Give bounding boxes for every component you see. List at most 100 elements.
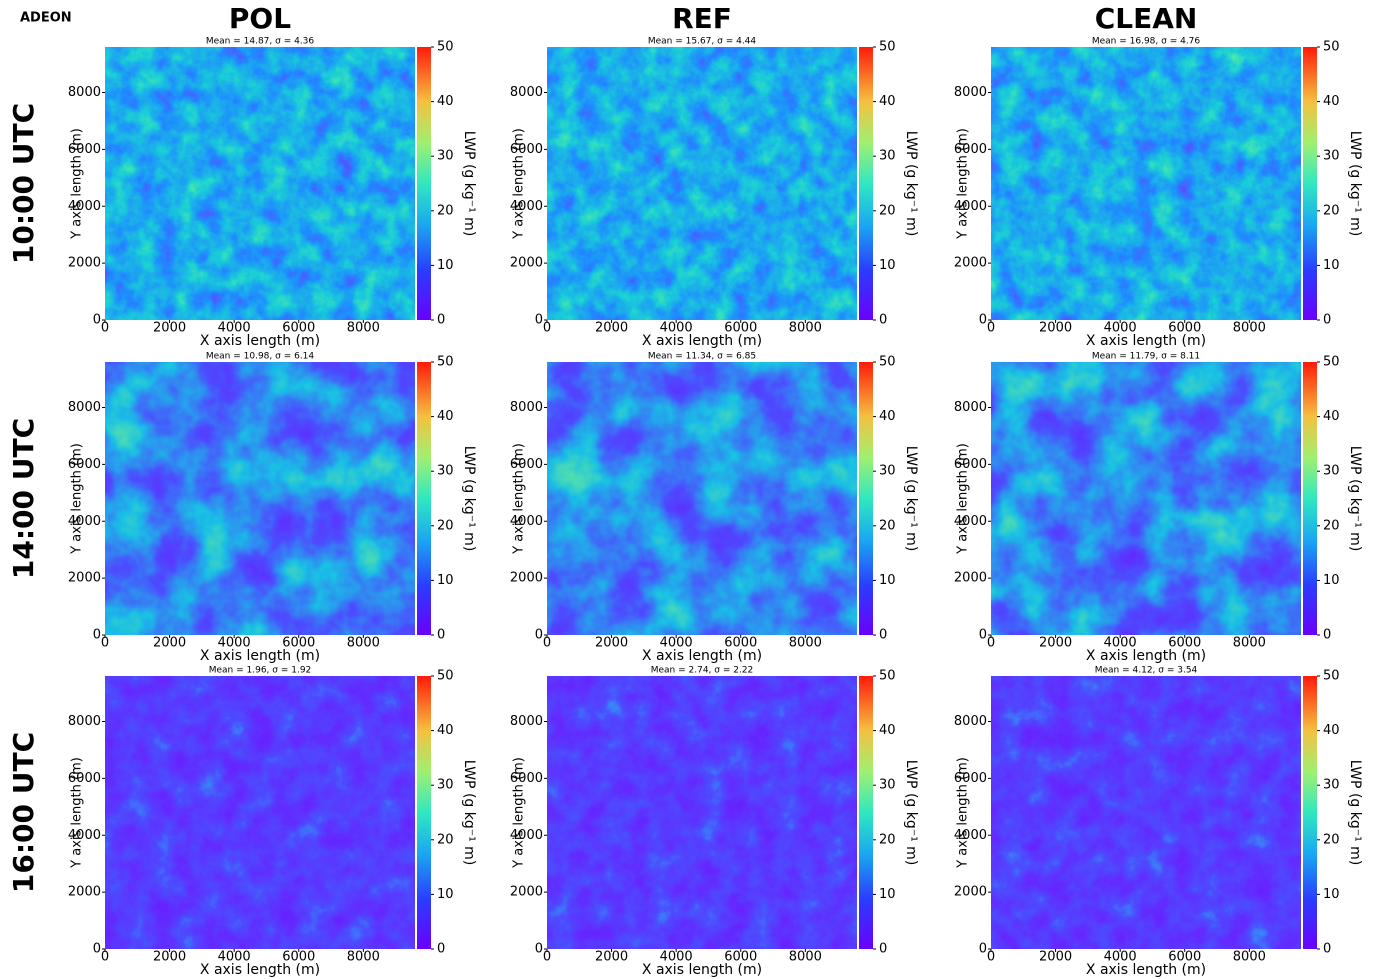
y-tick-label: 4000 [68,514,101,529]
colorbar-tick-label: 20 [1323,203,1340,218]
heatmap-field [991,676,1301,949]
y-tick-label: 4000 [68,828,101,843]
x-tick-label: 2000 [153,950,186,965]
x-axis-label: X axis length (m) [200,333,320,349]
colorbar-tick-label: 10 [1323,573,1340,588]
colorbar-tick-label: 40 [1323,409,1340,424]
x-tick-label: 6000 [724,321,757,336]
y-tick-label: 0 [979,942,987,957]
y-tick-label: 8000 [68,400,101,415]
x-tick-label: 0 [543,321,551,336]
colorbar [1303,362,1317,635]
x-tick-label: 0 [543,636,551,651]
figure-label: ADEON [20,11,72,26]
column-title: POL [229,2,291,35]
x-axis-label: X axis length (m) [642,962,762,978]
y-axis-label: Y axis length (m) [956,757,971,869]
y-axis-label: Y axis length (m) [956,128,971,240]
x-tick-label: 2000 [1039,321,1072,336]
x-tick-label: 8000 [347,950,380,965]
x-tick-label: 0 [101,950,109,965]
y-axis-label: Y axis length (m) [956,443,971,555]
heatmap-field [991,47,1301,320]
y-tick-label: 6000 [510,771,543,786]
y-tick-label: 2000 [68,256,101,271]
colorbar-tick-label: 0 [1323,313,1331,328]
colorbar [1303,47,1317,320]
y-axis-label: Y axis length (m) [512,757,527,869]
colorbar-tick-label: 40 [437,409,454,424]
colorbar-tick-label: 0 [437,942,445,957]
colorbar-label: LWP (g kg⁻¹ m) [461,760,477,866]
y-tick-label: 6000 [68,142,101,157]
colorbar-tick-label: 0 [879,313,887,328]
y-tick-label: 8000 [68,714,101,729]
x-tick-label: 8000 [1233,321,1266,336]
colorbar-tick-label: 40 [879,409,896,424]
y-tick-label: 2000 [68,885,101,900]
colorbar-tick-label: 10 [1323,887,1340,902]
row-title: 14:00 UTC [7,418,40,579]
colorbar [417,676,431,949]
x-tick-label: 8000 [1233,636,1266,651]
x-tick-label: 4000 [1104,636,1137,651]
colorbar-label: LWP (g kg⁻¹ m) [903,760,919,866]
colorbar-tick-label: 40 [437,723,454,738]
x-tick-label: 4000 [218,321,251,336]
y-tick-label: 6000 [954,142,987,157]
colorbar-label: LWP (g kg⁻¹ m) [903,446,919,552]
x-tick-label: 2000 [595,636,628,651]
colorbar-tick-label: 30 [879,778,896,793]
y-tick-label: 0 [979,313,987,328]
x-axis-label: X axis length (m) [1086,962,1206,978]
colorbar-tick-label: 10 [879,887,896,902]
y-tick-label: 2000 [510,571,543,586]
y-tick-label: 8000 [954,400,987,415]
colorbar-tick-label: 20 [879,832,896,847]
x-tick-label: 6000 [282,636,315,651]
y-tick-label: 8000 [510,85,543,100]
y-tick-label: 4000 [954,514,987,529]
colorbar-label: LWP (g kg⁻¹ m) [903,131,919,237]
x-tick-label: 8000 [789,950,822,965]
colorbar-tick-label: 20 [879,203,896,218]
x-tick-label: 2000 [1039,950,1072,965]
x-tick-label: 2000 [153,636,186,651]
x-axis-label: X axis length (m) [200,962,320,978]
x-tick-label: 8000 [789,636,822,651]
column-title: CLEAN [1095,2,1198,35]
y-tick-label: 0 [535,313,543,328]
x-tick-label: 8000 [347,636,380,651]
colorbar-tick-label: 40 [437,94,454,109]
colorbar-tick-label: 10 [1323,258,1340,273]
colorbar-tick-label: 50 [1323,40,1340,55]
colorbar-label: LWP (g kg⁻¹ m) [461,131,477,237]
y-tick-label: 6000 [68,771,101,786]
colorbar-label: LWP (g kg⁻¹ m) [461,446,477,552]
y-tick-label: 0 [93,628,101,643]
colorbar-tick-label: 0 [437,313,445,328]
panel-subtitle: Mean = 11.79, σ = 8.11 [1092,352,1200,362]
colorbar-label: LWP (g kg⁻¹ m) [1347,760,1363,866]
colorbar-tick-label: 50 [879,669,896,684]
colorbar-tick-label: 50 [437,40,454,55]
x-axis-label: X axis length (m) [1086,648,1206,664]
x-tick-label: 6000 [724,950,757,965]
colorbar-tick-label: 50 [437,669,454,684]
y-tick-label: 0 [535,628,543,643]
x-tick-label: 2000 [595,950,628,965]
y-tick-label: 0 [93,313,101,328]
x-tick-label: 4000 [660,950,693,965]
colorbar-tick-label: 50 [1323,355,1340,370]
colorbar-tick-label: 30 [437,778,454,793]
colorbar-tick-label: 0 [1323,942,1331,957]
colorbar-tick-label: 20 [879,518,896,533]
x-axis-label: X axis length (m) [1086,333,1206,349]
x-tick-label: 0 [987,321,995,336]
y-tick-label: 6000 [510,142,543,157]
x-tick-label: 4000 [1104,950,1137,965]
colorbar-tick-label: 30 [1323,778,1340,793]
x-tick-label: 4000 [660,321,693,336]
colorbar-tick-label: 50 [437,355,454,370]
